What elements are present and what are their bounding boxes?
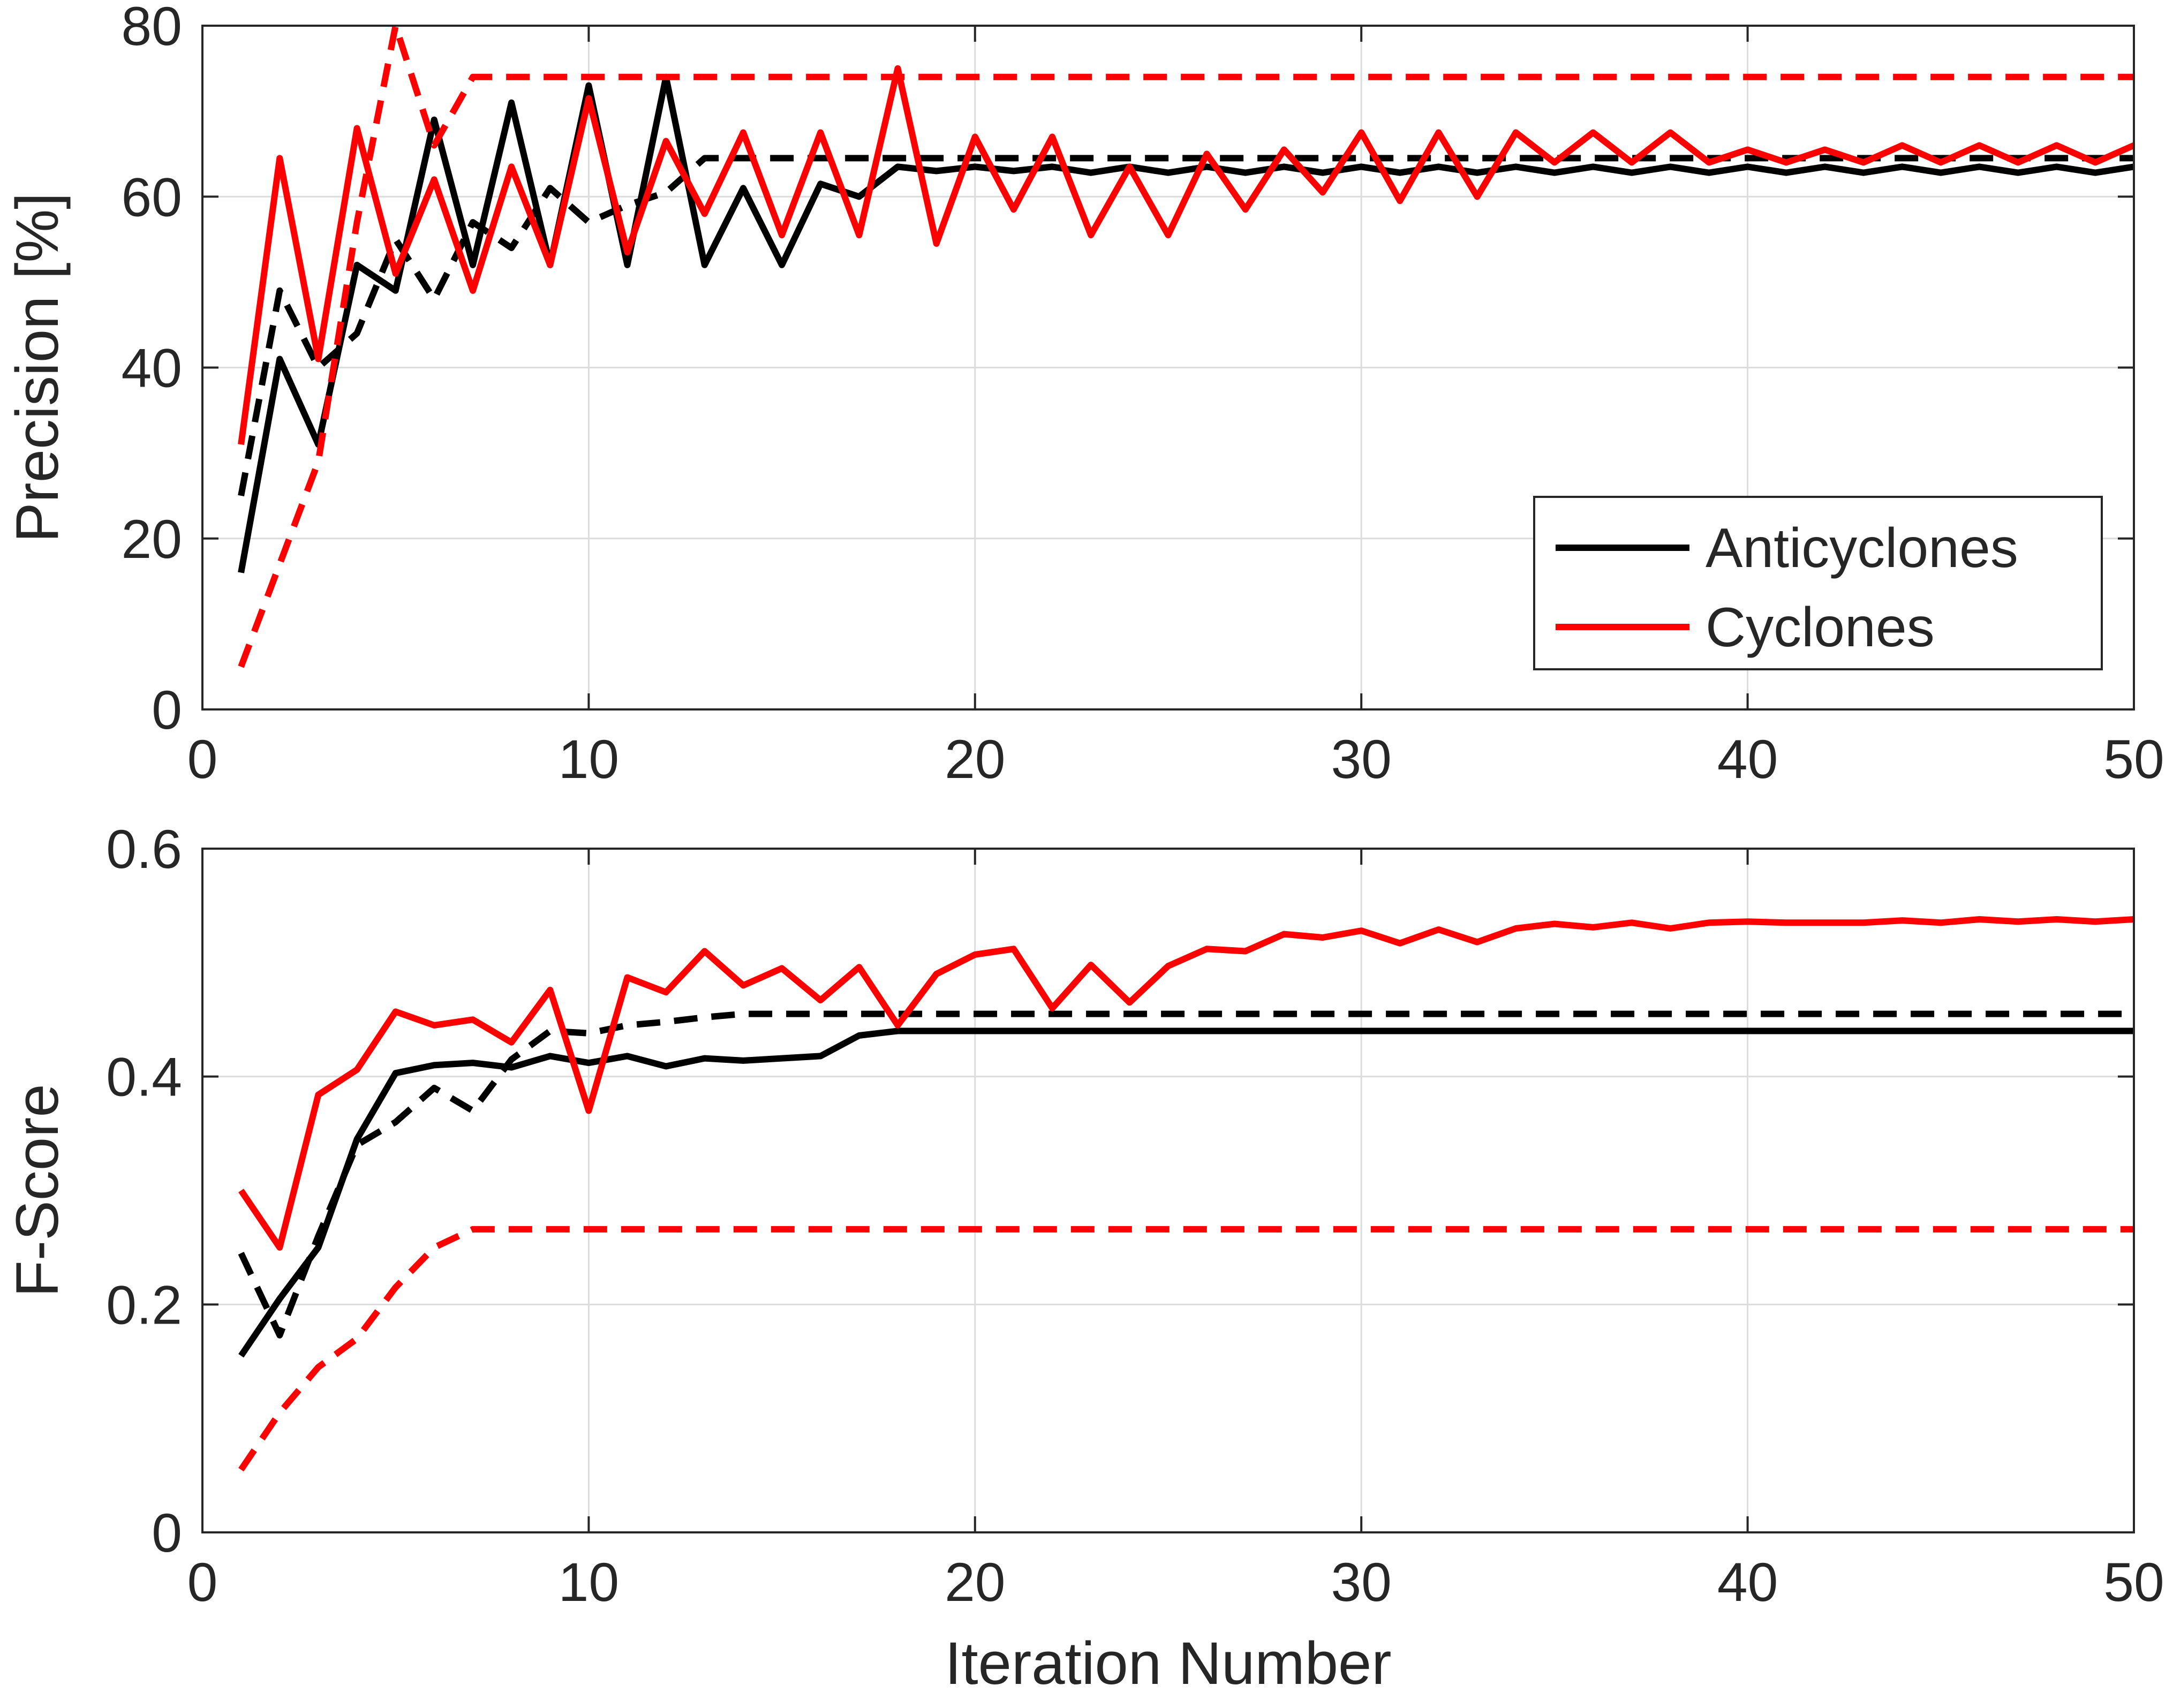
x-axis-label: Iteration Number bbox=[945, 1630, 1391, 1697]
series-line-cyclones-solid bbox=[238, 65, 2134, 445]
x-tick-label: 0 bbox=[187, 1552, 218, 1613]
x-tick-label: 40 bbox=[1717, 1552, 1778, 1613]
x-tick-label: 30 bbox=[1331, 1552, 1391, 1613]
y-tick-label: 40 bbox=[122, 338, 182, 399]
y-tick-label: 60 bbox=[122, 167, 182, 228]
series-line-anticyclones-dashed bbox=[238, 1010, 2134, 1339]
x-tick-label: 10 bbox=[559, 1552, 619, 1613]
series-group bbox=[238, 916, 2134, 1472]
y-tick-label: 0 bbox=[152, 679, 182, 740]
x-tick-label: 10 bbox=[559, 729, 619, 790]
x-tick-label: 30 bbox=[1331, 729, 1391, 790]
axes-box bbox=[201, 848, 2135, 1533]
legend: Anticyclones Cyclones bbox=[1533, 496, 2103, 670]
legend-box bbox=[1533, 496, 2103, 670]
x-tick-label: 20 bbox=[945, 1552, 1005, 1613]
y-tick-label: 0.2 bbox=[106, 1274, 182, 1335]
x-tick-label: 0 bbox=[187, 729, 218, 790]
series-group bbox=[238, 26, 2134, 668]
series-line-cyclones-solid bbox=[238, 916, 2134, 1251]
y-tick-label: 0.6 bbox=[106, 819, 182, 880]
x-tick-label: 40 bbox=[1717, 729, 1778, 790]
x-tick-label: 50 bbox=[2103, 729, 2164, 790]
y-axis-label: F-Score bbox=[4, 1084, 71, 1297]
y-axis-label: Precision [%] bbox=[4, 193, 71, 543]
legend-label-cyclones: Cyclones bbox=[1706, 596, 1935, 659]
legend-label-anticyclones: Anticyclones bbox=[1706, 517, 2018, 579]
f-score-panel: 0 10 20 30 40 50 0 0.2 0.4 0.6 F-Score Iteration Nu… bbox=[4, 819, 2164, 1697]
y-tick-label: 0.4 bbox=[106, 1047, 182, 1108]
x-tick-label: 50 bbox=[2103, 1552, 2164, 1613]
y-tick-label: 20 bbox=[122, 509, 182, 570]
x-tick-label: 20 bbox=[945, 729, 1005, 790]
y-tick-label: 0 bbox=[152, 1502, 182, 1563]
series-line-anticyclones-solid bbox=[238, 1027, 2134, 1358]
series-line-cyclones-dashed bbox=[238, 1226, 2134, 1472]
precision-panel: 0 10 20 30 40 50 0 20 40 60 80 Precision [%] bbox=[4, 0, 2164, 790]
series-line-cyclones-dashed bbox=[238, 26, 2134, 668]
y-tick-label: 80 bbox=[122, 0, 182, 57]
series-line-anticyclones-dashed bbox=[238, 155, 2134, 497]
